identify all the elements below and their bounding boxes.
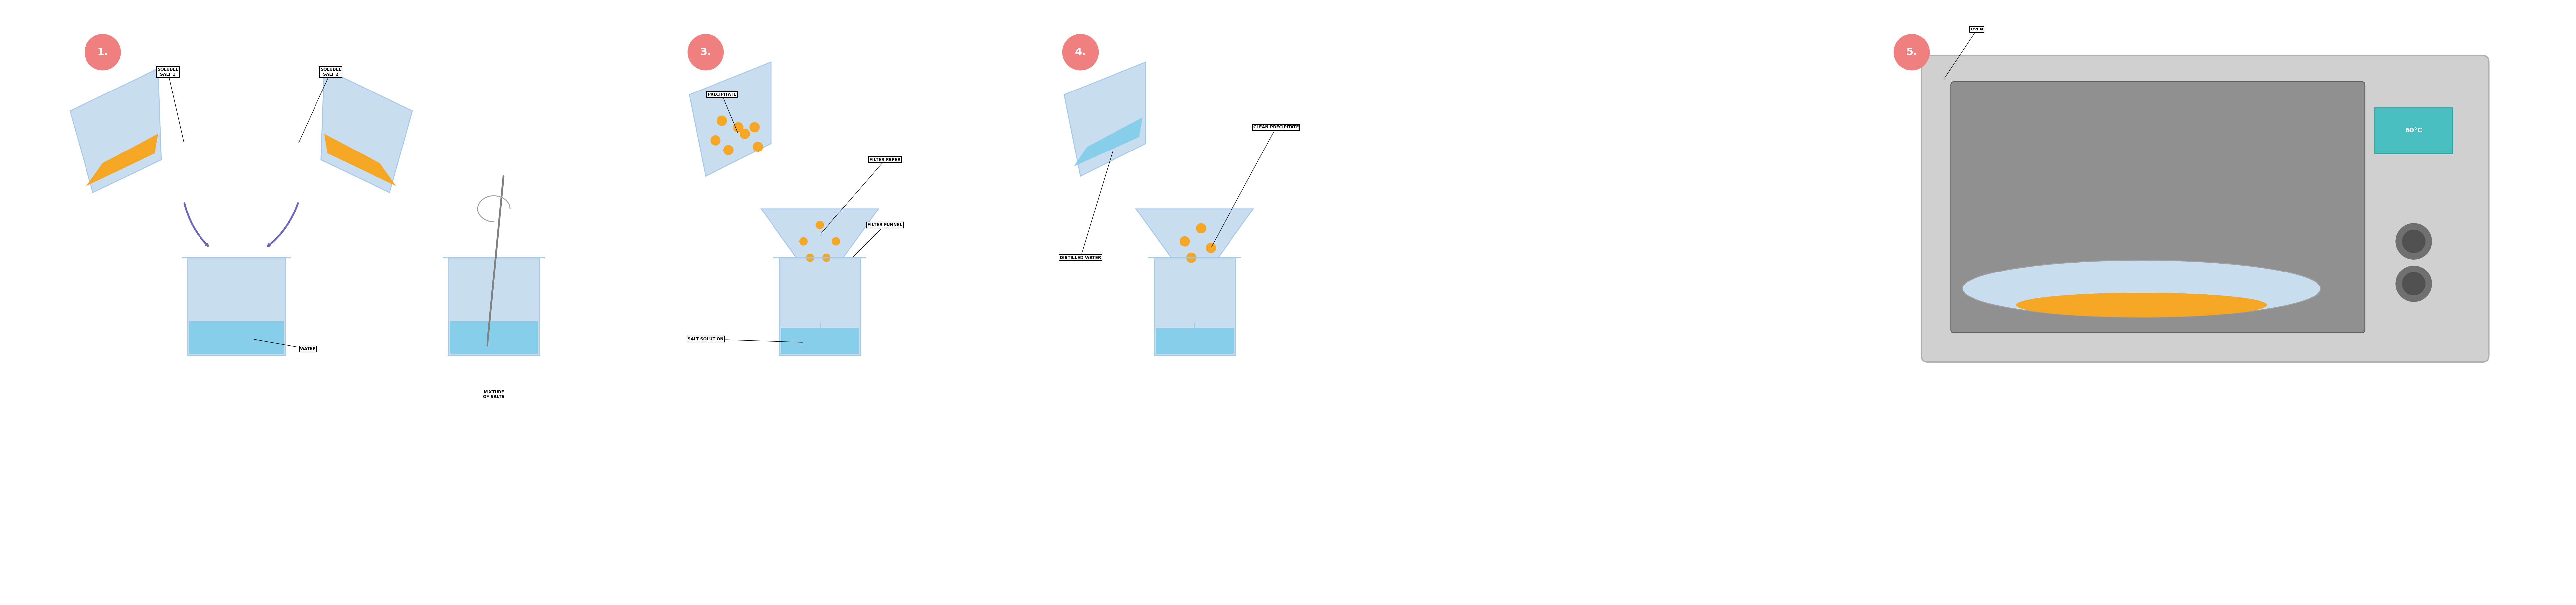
Circle shape bbox=[822, 253, 829, 261]
Circle shape bbox=[1180, 237, 1190, 246]
FancyBboxPatch shape bbox=[814, 290, 824, 323]
Circle shape bbox=[817, 221, 824, 229]
FancyBboxPatch shape bbox=[448, 258, 538, 356]
Circle shape bbox=[1893, 34, 1929, 70]
Text: OVEN: OVEN bbox=[1945, 27, 1984, 77]
Polygon shape bbox=[88, 134, 157, 186]
Text: SOLUBLE
SALT 2: SOLUBLE SALT 2 bbox=[299, 67, 340, 143]
Polygon shape bbox=[1136, 209, 1252, 290]
Circle shape bbox=[2401, 230, 2424, 253]
FancyBboxPatch shape bbox=[1154, 258, 1236, 356]
Text: PRECIPITATE: PRECIPITATE bbox=[708, 93, 737, 133]
Polygon shape bbox=[1074, 117, 1141, 166]
Circle shape bbox=[85, 34, 121, 70]
Circle shape bbox=[1061, 34, 1097, 70]
FancyBboxPatch shape bbox=[188, 321, 283, 354]
Circle shape bbox=[1188, 253, 1195, 263]
Circle shape bbox=[2401, 272, 2424, 295]
Ellipse shape bbox=[1963, 260, 2321, 317]
Text: DISTILLED WATER: DISTILLED WATER bbox=[1059, 151, 1113, 260]
Circle shape bbox=[739, 129, 750, 139]
Circle shape bbox=[2396, 266, 2432, 302]
Text: MIXTURE
OF SALTS: MIXTURE OF SALTS bbox=[482, 390, 505, 399]
FancyBboxPatch shape bbox=[1157, 328, 1234, 354]
Text: 4.: 4. bbox=[1074, 47, 1087, 57]
Circle shape bbox=[688, 34, 724, 70]
FancyBboxPatch shape bbox=[188, 258, 286, 356]
Circle shape bbox=[734, 122, 742, 132]
Polygon shape bbox=[70, 68, 162, 192]
Polygon shape bbox=[325, 134, 397, 186]
FancyBboxPatch shape bbox=[1950, 82, 2365, 333]
Text: FILTER PAPER: FILTER PAPER bbox=[819, 158, 902, 234]
Polygon shape bbox=[322, 68, 412, 192]
Text: 60°C: 60°C bbox=[2406, 128, 2421, 134]
Circle shape bbox=[750, 122, 760, 132]
Polygon shape bbox=[1064, 62, 1146, 176]
FancyBboxPatch shape bbox=[1922, 56, 2488, 362]
Text: SOLUBLE
SALT 1: SOLUBLE SALT 1 bbox=[157, 67, 183, 143]
Text: 3.: 3. bbox=[701, 47, 711, 57]
Circle shape bbox=[799, 237, 806, 245]
Text: 5.: 5. bbox=[1906, 47, 1917, 57]
Text: FILTER FUNNEL: FILTER FUNNEL bbox=[853, 223, 902, 257]
Circle shape bbox=[711, 136, 721, 145]
Circle shape bbox=[1195, 223, 1206, 233]
Circle shape bbox=[716, 116, 726, 126]
Circle shape bbox=[724, 145, 734, 155]
Polygon shape bbox=[690, 62, 770, 176]
FancyBboxPatch shape bbox=[451, 321, 538, 354]
Circle shape bbox=[806, 253, 814, 261]
Text: WATER: WATER bbox=[252, 339, 317, 351]
Circle shape bbox=[2396, 223, 2432, 260]
Text: CLEAN PRECIPITATE: CLEAN PRECIPITATE bbox=[1211, 125, 1298, 247]
Text: SALT SOLUTION: SALT SOLUTION bbox=[688, 337, 804, 342]
FancyBboxPatch shape bbox=[1190, 290, 1200, 323]
Polygon shape bbox=[760, 209, 878, 290]
Circle shape bbox=[832, 237, 840, 245]
Circle shape bbox=[1206, 243, 1216, 253]
FancyBboxPatch shape bbox=[778, 258, 860, 356]
FancyBboxPatch shape bbox=[2375, 108, 2452, 153]
FancyBboxPatch shape bbox=[781, 328, 858, 354]
Circle shape bbox=[752, 142, 762, 152]
Text: 1.: 1. bbox=[98, 47, 108, 57]
Ellipse shape bbox=[2017, 293, 2267, 317]
